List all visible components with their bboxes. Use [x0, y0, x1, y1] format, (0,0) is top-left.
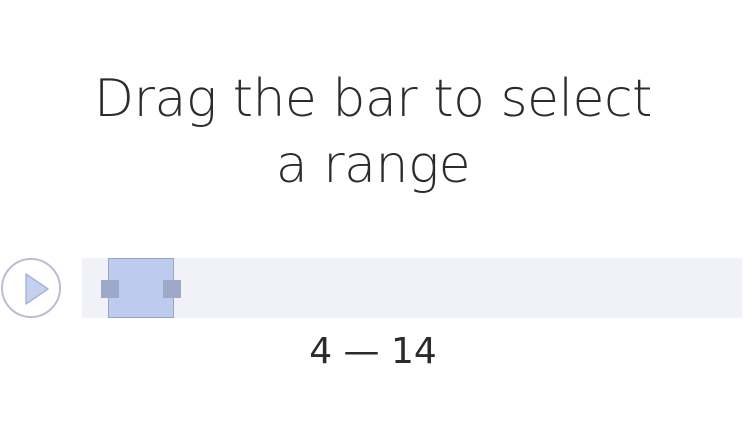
range-end-handle[interactable]: [163, 280, 181, 298]
range-start-value: 4: [309, 331, 333, 372]
range-readout: 4 — 14: [0, 330, 746, 374]
range-end-value: 14: [391, 331, 437, 372]
play-icon: [25, 273, 49, 305]
range-start-handle[interactable]: [101, 280, 119, 298]
instruction-line-1: Drag the bar to select: [94, 69, 652, 129]
instruction-line-2: a range: [275, 135, 471, 195]
range-separator: —: [343, 331, 380, 372]
play-button[interactable]: [1, 258, 61, 318]
instruction-title: Drag the bar to select a range: [0, 66, 746, 198]
range-track[interactable]: [82, 258, 742, 318]
